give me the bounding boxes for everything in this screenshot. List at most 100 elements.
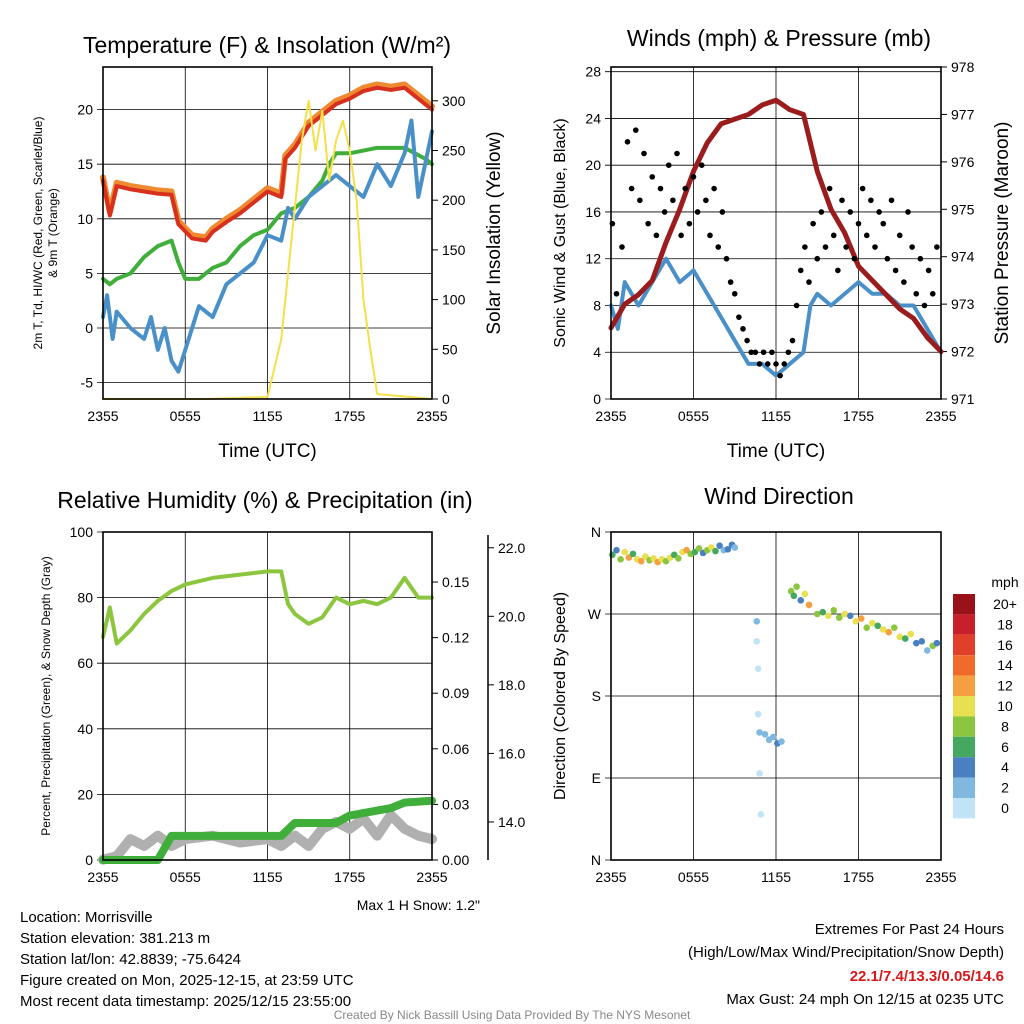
- snow-annotation: Max 1 H Snow: 1.2": [357, 897, 480, 913]
- y2-tick-label: 978: [951, 59, 975, 75]
- gust-point: [777, 372, 783, 379]
- x-tick-label: 0555: [170, 408, 201, 424]
- gust-point: [888, 197, 895, 204]
- y-tick-label: 28: [585, 64, 601, 80]
- y-tick-label: 8: [593, 297, 601, 313]
- legend-label: 20+: [993, 596, 1017, 612]
- y-tick-label: 24: [585, 110, 601, 126]
- x-tick-label: 1155: [252, 408, 282, 424]
- direction-point: [731, 544, 739, 551]
- direction-point: [835, 614, 843, 621]
- gust-point: [925, 267, 932, 274]
- legend-label: 8: [1001, 718, 1009, 734]
- y-tick-label: 20: [585, 157, 601, 173]
- y2-tick-label: 972: [951, 344, 975, 360]
- legend-swatch: [953, 634, 975, 656]
- y3-tick-label: 14.0: [498, 814, 525, 830]
- y-tick-label: 0: [85, 320, 93, 336]
- gust-point: [613, 290, 620, 297]
- y-axis-label: Percent, Precipitation (Green), & Snow D…: [39, 556, 53, 835]
- y2-tick-label: 0: [442, 391, 450, 407]
- gust-point: [740, 326, 746, 332]
- legend-label: 0: [1001, 800, 1009, 816]
- legend-swatch: [953, 594, 975, 615]
- gust-point: [868, 197, 874, 204]
- station-info: Location: Morrisville Station elevation:…: [20, 909, 354, 1010]
- gust-point: [909, 244, 915, 250]
- y-tick-label: 100: [70, 524, 94, 540]
- direction-point: [868, 619, 876, 627]
- x-tick-label: 2355: [925, 869, 956, 885]
- x-tick-label: 0555: [678, 869, 709, 885]
- y-tick-label: 60: [77, 655, 93, 671]
- y2-tick-label: 971: [951, 391, 975, 407]
- series-hi-wc: [101, 118, 434, 374]
- x-tick-label: 0555: [678, 408, 709, 424]
- direction-point: [846, 612, 854, 620]
- y-tick-label: 80: [77, 590, 93, 606]
- y-tick-label: N: [591, 524, 601, 540]
- legend-swatch: [953, 696, 975, 717]
- gust-point: [872, 244, 878, 250]
- y-axis-label: Sonic Wind & Gust (Blue, Black): [552, 118, 569, 347]
- chart-panel-3: Relative Humidity (%) & Precipitation (i…: [39, 487, 525, 913]
- gust-point: [896, 232, 903, 239]
- y3-tick-label: 18.0: [498, 677, 525, 693]
- x-tick-label: 1755: [843, 408, 874, 424]
- direction-point: [753, 638, 761, 645]
- direction-point: [637, 557, 645, 565]
- y2-tick-label: 977: [951, 106, 975, 122]
- direction-point: [874, 622, 882, 630]
- plot-frame: [102, 66, 433, 400]
- gust-point: [781, 361, 788, 367]
- x-tick-label: 2355: [925, 408, 956, 424]
- legend-label: 4: [1001, 759, 1009, 775]
- x-tick-label: 2355: [595, 408, 626, 424]
- gust-point: [719, 209, 726, 215]
- y-tick-label: -5: [81, 375, 94, 391]
- y2-tick-label: 0.00: [442, 852, 469, 868]
- direction-point: [617, 556, 624, 563]
- y-tick-label: 20: [77, 102, 93, 118]
- info-elevation: Station elevation: 381.213 m: [20, 930, 210, 947]
- gust-point: [665, 162, 672, 168]
- chart-title: Relative Humidity (%) & Precipitation (i…: [57, 487, 472, 513]
- chart-title: Winds (mph) & Pressure (mb): [627, 25, 931, 51]
- gust-point: [752, 349, 759, 356]
- direction-point: [769, 733, 777, 741]
- gust-point: [789, 337, 796, 344]
- gust-point: [661, 209, 668, 215]
- gust-point: [731, 290, 738, 297]
- series-9m-t: [100, 81, 435, 241]
- x-tick-label: 2355: [87, 869, 118, 885]
- chart-title: Wind Direction: [704, 483, 854, 509]
- gust-point: [826, 185, 833, 192]
- y2-axis-label: Solar Insolation (Yellow): [484, 131, 505, 334]
- gust-point: [769, 349, 775, 356]
- y2-tick-label: 300: [442, 93, 466, 109]
- y2-tick-label: 150: [442, 242, 466, 258]
- legend-label: 6: [1001, 739, 1009, 755]
- gust-point: [653, 232, 660, 239]
- gust-point: [715, 244, 722, 250]
- gust-point: [674, 150, 680, 157]
- series-dewpoint: [101, 145, 434, 287]
- direction-point: [629, 550, 637, 558]
- chart-panel-1: Temperature (F) & Insolation (W/m²)2355 0…: [31, 32, 505, 462]
- direction-point: [761, 730, 769, 738]
- y-tick-label: 10: [77, 211, 93, 227]
- y2-tick-label: 250: [442, 142, 466, 158]
- y-axis-label: 2m T, Td, HI/WC (Red, Green, Scarlet/Blu…: [31, 117, 45, 350]
- y-tick-label: 0: [593, 391, 601, 407]
- gust-point: [694, 209, 701, 215]
- gust-point: [797, 267, 804, 274]
- direction-point: [716, 542, 723, 549]
- y2-tick-label: 0.06: [442, 741, 469, 757]
- gust-point: [748, 349, 755, 356]
- direction-point: [754, 665, 762, 672]
- gust-point: [830, 232, 837, 239]
- legend-label: 14: [997, 657, 1013, 673]
- gust-point: [703, 197, 709, 204]
